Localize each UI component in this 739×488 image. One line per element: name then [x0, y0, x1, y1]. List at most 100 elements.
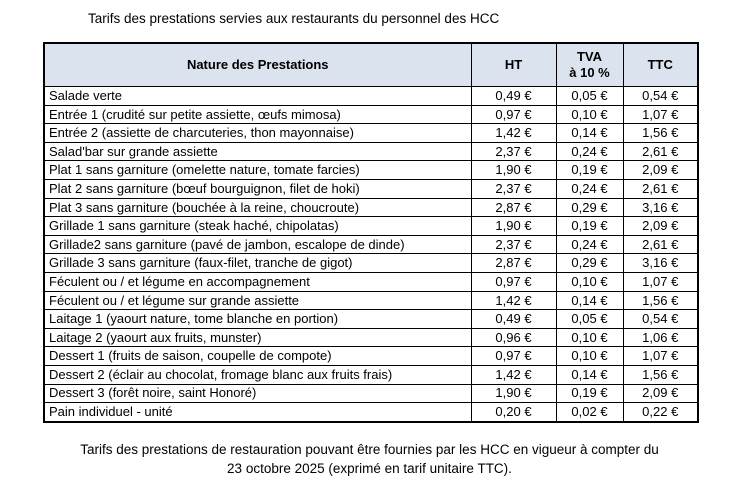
ttc-value: 3,16 € — [622, 253, 699, 273]
ht-value: 0,49 € — [470, 309, 557, 329]
tva-value: 0,19 € — [555, 216, 624, 236]
footer-line-2: 23 octobre 2025 (exprimé en tarif unitai… — [227, 461, 512, 476]
table-row: Dessert 2 (éclair au chocolat, fromage b… — [43, 364, 699, 385]
table-row: Laitage 2 (yaourt aux fruits, munster) 0,… — [43, 327, 699, 348]
prestation-label: Grillade 3 sans garniture (faux-filet, t… — [43, 253, 472, 273]
tva-value: 0,05 € — [555, 86, 624, 106]
ht-value: 2,87 € — [470, 253, 557, 273]
tva-value: 0,10 € — [555, 271, 624, 292]
table-row: Grillade2 sans garniture (pavé de jambon… — [43, 234, 699, 255]
tva-value: 0,14 € — [555, 364, 624, 385]
tva-value: 0,29 € — [555, 197, 624, 218]
ht-value: 1,90 € — [470, 216, 557, 236]
tva-value: 0,29 € — [555, 253, 624, 273]
table-row: Salade verte 0,49 €0,05 €0,54 € — [43, 86, 699, 106]
ttc-value: 1,56 € — [622, 364, 699, 385]
header-row: Nature des Prestations HT TVA à 10 % TTC — [43, 42, 699, 87]
ttc-value: 0,54 € — [622, 309, 699, 329]
tva-value: 0,10 € — [555, 104, 624, 125]
ht-value: 0,96 € — [470, 327, 557, 348]
prestation-label: Féculent ou / et légume en accompagnemen… — [43, 271, 472, 292]
table-row: Grillade 3 sans garniture (faux-filet, t… — [43, 253, 699, 273]
table-row: Féculent ou / et légume en accompagnemen… — [43, 271, 699, 292]
ht-value: 0,97 € — [470, 104, 557, 125]
footer-line-1: Tarifs des prestations de restauration p… — [80, 442, 659, 457]
ttc-value: 1,56 € — [622, 123, 699, 143]
prestation-label: Entrée 2 (assiette de charcuteries, thon… — [43, 123, 472, 143]
ttc-value: 1,56 € — [622, 290, 699, 311]
tva-value: 0,19 € — [555, 160, 624, 180]
prestation-label: Dessert 2 (éclair au chocolat, fromage b… — [43, 364, 472, 385]
prestation-label: Salad'bar sur grande assiette — [43, 141, 472, 162]
ht-value: 1,42 € — [470, 290, 557, 311]
table-row: Plat 1 sans garniture (omelette nature, … — [43, 160, 699, 180]
prestation-label: Dessert 1 (fruits de saison, coupelle de… — [43, 346, 472, 366]
tva-value: 0,10 € — [555, 327, 624, 348]
footer-note: Tarifs des prestations de restauration p… — [0, 440, 739, 478]
ttc-value: 1,07 € — [622, 104, 699, 125]
tva-value: 0,02 € — [555, 402, 624, 423]
tva-value: 0,10 € — [555, 346, 624, 366]
ttc-value: 1,06 € — [622, 327, 699, 348]
prestation-label: Plat 1 sans garniture (omelette nature, … — [43, 160, 472, 180]
prestation-label: Dessert 3 (forêt noire, saint Honoré) — [43, 383, 472, 404]
table-row: Grillade 1 sans garniture (steak haché, … — [43, 216, 699, 236]
table-body: Salade verte 0,49 €0,05 €0,54 € Entrée 1 (… — [43, 86, 699, 423]
tva-value: 0,05 € — [555, 309, 624, 329]
ht-value: 0,97 € — [470, 346, 557, 366]
ttc-value: 1,07 € — [622, 346, 699, 366]
ht-value: 1,42 € — [470, 123, 557, 143]
column-header-tva-line1: TVA — [576, 49, 603, 65]
table-row: Salad'bar sur grande assiette 2,37 €0,24 … — [43, 141, 699, 162]
ttc-value: 1,07 € — [622, 271, 699, 292]
ht-value: 0,97 € — [470, 271, 557, 292]
table-row: Pain individuel - unité 0,20 €0,02 €0,22 … — [43, 402, 699, 423]
prestation-label: Pain individuel - unité — [43, 402, 472, 423]
table-row: Dessert 1 (fruits de saison, coupelle de… — [43, 346, 699, 366]
ht-value: 0,20 € — [470, 402, 557, 423]
tva-value: 0,14 € — [555, 290, 624, 311]
prestation-label: Entrée 1 (crudité sur petite assiette, œ… — [43, 104, 472, 125]
ttc-value: 2,09 € — [622, 383, 699, 404]
ht-value: 0,49 € — [470, 86, 557, 106]
table-row: Féculent ou / et légume sur grande assie… — [43, 290, 699, 311]
ht-value: 2,37 € — [470, 141, 557, 162]
ttc-value: 0,22 € — [622, 402, 699, 423]
prestation-label: Salade verte — [43, 86, 472, 106]
table-row: Plat 3 sans garniture (bouchée à la rein… — [43, 197, 699, 218]
column-header-tva: TVA à 10 % — [555, 42, 624, 87]
ttc-value: 2,09 € — [622, 160, 699, 180]
ttc-value: 2,61 € — [622, 141, 699, 162]
column-header-ttc: TTC — [622, 42, 699, 87]
ttc-value: 3,16 € — [622, 197, 699, 218]
column-header-nature: Nature des Prestations — [43, 42, 472, 87]
prestation-label: Féculent ou / et légume sur grande assie… — [43, 290, 472, 311]
prestation-label: Laitage 1 (yaourt nature, tome blanche e… — [43, 309, 472, 329]
table-row: Dessert 3 (forêt noire, saint Honoré) 1,9… — [43, 383, 699, 404]
prestation-label: Plat 2 sans garniture (bœuf bourguignon,… — [43, 178, 472, 199]
ht-value: 1,42 € — [470, 364, 557, 385]
ht-value: 1,90 € — [470, 383, 557, 404]
table-row: Laitage 1 (yaourt nature, tome blanche e… — [43, 309, 699, 329]
tva-value: 0,24 € — [555, 141, 624, 162]
prestation-label: Grillade 1 sans garniture (steak haché, … — [43, 216, 472, 236]
prestation-label: Plat 3 sans garniture (bouchée à la rein… — [43, 197, 472, 218]
ht-value: 2,37 € — [470, 234, 557, 255]
tva-value: 0,19 € — [555, 383, 624, 404]
column-header-tva-line2: à 10 % — [569, 65, 610, 80]
ttc-value: 0,54 € — [622, 86, 699, 106]
ttc-value: 2,61 € — [622, 178, 699, 199]
ht-value: 2,37 € — [470, 178, 557, 199]
ttc-value: 2,09 € — [622, 216, 699, 236]
table-row: Entrée 1 (crudité sur petite assiette, œ… — [43, 104, 699, 125]
tva-value: 0,24 € — [555, 234, 624, 255]
ttc-value: 2,61 € — [622, 234, 699, 255]
tariff-table: Nature des Prestations HT TVA à 10 % TTC… — [43, 42, 699, 423]
tva-value: 0,14 € — [555, 123, 624, 143]
prestation-label: Laitage 2 (yaourt aux fruits, munster) — [43, 327, 472, 348]
page-title: Tarifs des prestations servies aux resta… — [88, 11, 500, 26]
ht-value: 2,87 € — [470, 197, 557, 218]
table-row: Plat 2 sans garniture (bœuf bourguignon,… — [43, 178, 699, 199]
table-row: Entrée 2 (assiette de charcuteries, thon… — [43, 123, 699, 143]
